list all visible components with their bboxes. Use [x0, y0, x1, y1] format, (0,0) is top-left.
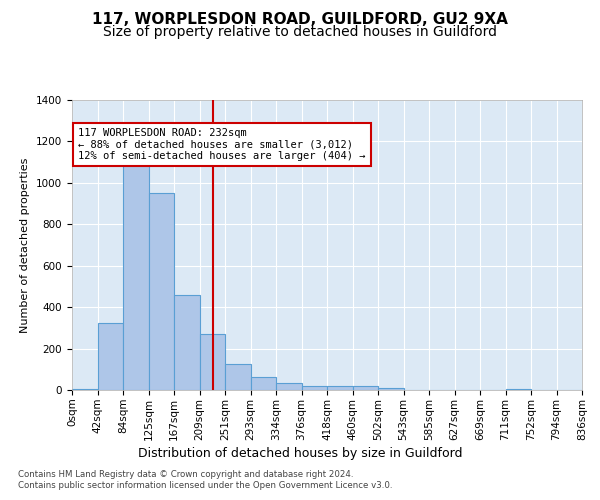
- Bar: [378, 388, 404, 390]
- Bar: [225, 364, 251, 390]
- Text: 117, WORPLESDON ROAD, GUILDFORD, GU2 9XA: 117, WORPLESDON ROAD, GUILDFORD, GU2 9XA: [92, 12, 508, 28]
- Bar: [506, 389, 531, 390]
- Text: Contains HM Land Registry data © Crown copyright and database right 2024.: Contains HM Land Registry data © Crown c…: [18, 470, 353, 479]
- Bar: [123, 162, 149, 390]
- Text: Contains public sector information licensed under the Open Government Licence v3: Contains public sector information licen…: [18, 481, 392, 490]
- Bar: [97, 322, 123, 390]
- Bar: [72, 389, 97, 390]
- Bar: [302, 386, 327, 390]
- Bar: [327, 386, 353, 390]
- Text: Size of property relative to detached houses in Guildford: Size of property relative to detached ho…: [103, 25, 497, 39]
- Bar: [353, 386, 378, 390]
- Bar: [276, 383, 302, 390]
- Y-axis label: Number of detached properties: Number of detached properties: [20, 158, 31, 332]
- Bar: [174, 294, 199, 390]
- Text: 117 WORPLESDON ROAD: 232sqm
← 88% of detached houses are smaller (3,012)
12% of : 117 WORPLESDON ROAD: 232sqm ← 88% of det…: [78, 128, 365, 161]
- Bar: [149, 193, 174, 390]
- Bar: [251, 376, 276, 390]
- Text: Distribution of detached houses by size in Guildford: Distribution of detached houses by size …: [138, 448, 462, 460]
- Bar: [199, 334, 225, 390]
